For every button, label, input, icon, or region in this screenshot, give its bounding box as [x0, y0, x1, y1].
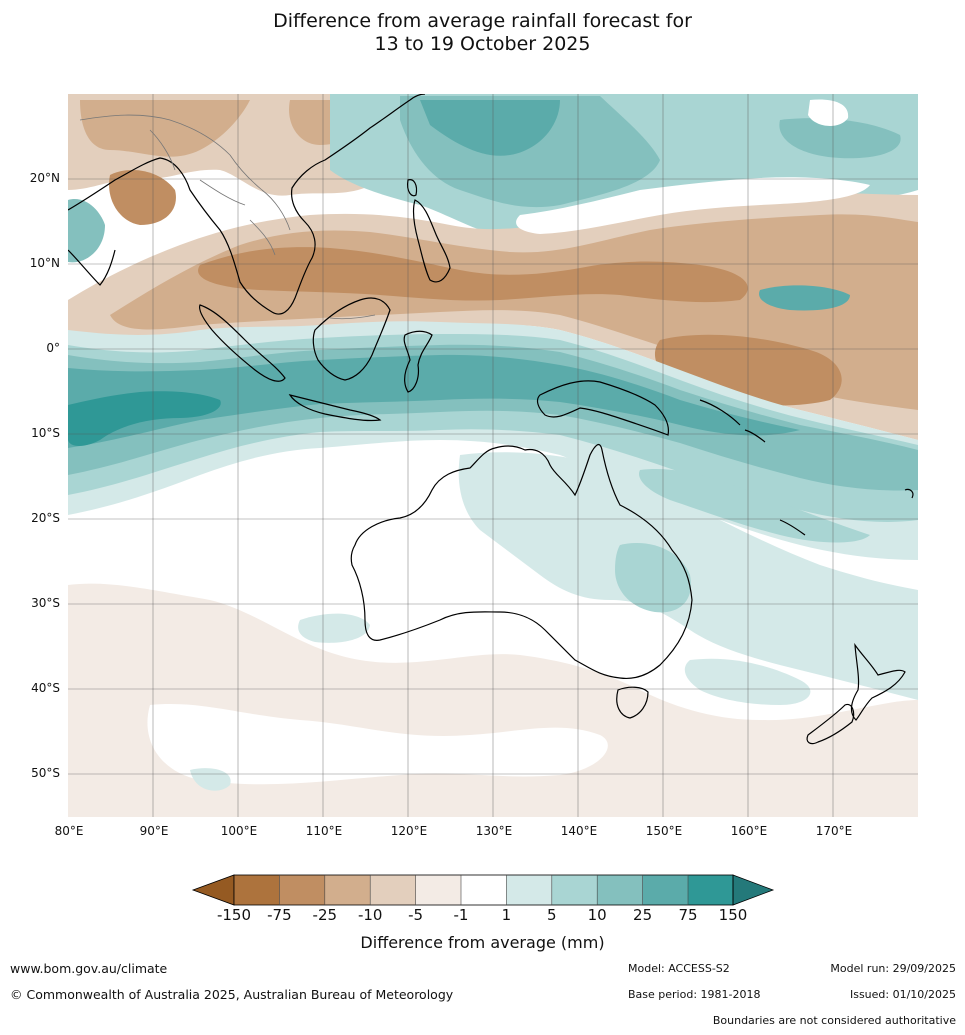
colorbar-tick-label: -25: [312, 906, 338, 924]
colorbar-tick-label: -5: [408, 906, 424, 924]
south-wet-max: [68, 391, 221, 446]
lon-label-100e: 100°E: [220, 824, 258, 838]
west-dry-core: [109, 170, 176, 225]
colorbar-outline: [233, 874, 734, 906]
colorbar-under-arrow: [191, 874, 235, 906]
colorbar-tick-label: 25: [633, 906, 653, 924]
taiwan-coast: [407, 179, 418, 197]
north-white-gap: [516, 177, 870, 234]
colorbar-title: Difference from average (mm): [360, 933, 605, 952]
lon-label-160e: 160°E: [730, 824, 768, 838]
colorbar-tick-label: 150: [718, 906, 748, 924]
border-lines: [79, 114, 376, 320]
colorbar-bin: [597, 875, 643, 905]
title-line-2: 13 to 19 October 2025: [374, 33, 591, 55]
lon-label-150e: 150°E: [645, 824, 683, 838]
lat-label-20s: 20°S: [31, 511, 60, 525]
website-link[interactable]: www.bom.gov.au/climate: [10, 961, 168, 976]
northeast-white: [808, 99, 849, 126]
colorbar-bin: [415, 875, 461, 905]
map-title: Difference from average rainfall forecas…: [0, 10, 965, 56]
lat-label-50s: 50°S: [31, 766, 60, 780]
colorbar-tick-label: -10: [357, 906, 383, 924]
lat-label-0: 0°: [46, 341, 60, 355]
colorbar-tick-label: -150: [216, 906, 252, 924]
sulawesi-coast: [403, 330, 433, 393]
new-guinea-coast: [536, 380, 670, 436]
lon-label-140e: 140°E: [560, 824, 598, 838]
colorbar: [191, 874, 775, 906]
colorbar-bin: [234, 875, 280, 905]
philippines-coast: [412, 199, 451, 283]
new-zealand-north: [850, 642, 906, 721]
boundaries-disclaimer: Boundaries are not considered authoritat…: [712, 1014, 956, 1027]
base-period: Base period: 1981-2018: [628, 988, 761, 1001]
colorbar-tick-label: 10: [587, 906, 607, 924]
south-wet-core: [68, 354, 800, 448]
lon-label-170e: 170°E: [815, 824, 853, 838]
north-top-dry-2: [80, 100, 250, 157]
sumatra-coast: [199, 304, 286, 382]
lat-label-20n: 20°N: [29, 171, 60, 185]
australia-coast: [350, 443, 693, 680]
lon-label-130e: 130°E: [475, 824, 513, 838]
colorbar-bin: [551, 875, 598, 905]
coral-sea-wet: [639, 469, 870, 543]
model-name: Model: ACCESS-S2: [628, 962, 730, 975]
title-line-1: Difference from average rainfall forecas…: [273, 10, 692, 32]
country-borders: [79, 114, 376, 320]
tasman-wet: [684, 658, 811, 705]
west-ocean-wet: [298, 613, 370, 643]
colorbar-over-arrow: [732, 874, 775, 906]
main-dry-band-core: [198, 247, 748, 303]
india-coast: [68, 249, 116, 286]
copyright-text: © Commonwealth of Australia 2025, Austra…: [10, 987, 454, 1002]
colorbar-bin: [370, 875, 416, 905]
north-wet-band-3: [420, 100, 560, 156]
colorbar-bin: [461, 875, 507, 905]
pacific-islands: [699, 399, 914, 536]
tasmania-coast: [616, 686, 649, 719]
colorbar-tick-label: 1: [501, 906, 512, 924]
lon-label-80e: 80°E: [54, 824, 84, 838]
lat-label-10n: 10°N: [29, 256, 60, 270]
new-zealand-south: [806, 703, 855, 745]
lat-label-10s: 10°S: [31, 426, 60, 440]
java-coast: [288, 394, 382, 422]
colorbar-tick-label: 5: [547, 906, 557, 924]
colorbar-bin: [642, 875, 688, 905]
australia-wet-core: [615, 543, 691, 613]
northwest-teal: [68, 199, 105, 263]
lat-label-30s: 30°S: [31, 596, 60, 610]
graticule: [68, 94, 918, 817]
lat-label-40s: 40°S: [31, 681, 60, 695]
model-run: Model run: 29/09/2025: [830, 962, 956, 975]
lon-label-90e: 90°E: [139, 824, 169, 838]
colorbar-bin: [324, 875, 371, 905]
borneo-coast: [312, 297, 391, 381]
asia-coast: [68, 94, 426, 315]
colorbar-bin: [506, 875, 552, 905]
colorbar-tick-label: 75: [678, 906, 698, 924]
northeast-wet: [779, 118, 901, 159]
colorbar-tick-label: -75: [267, 906, 292, 924]
lon-label-110e: 110°E: [305, 824, 343, 838]
east-wet-core: [759, 285, 850, 311]
issued-date: Issued: 01/10/2025: [849, 988, 956, 1001]
lon-label-120e: 120°E: [390, 824, 428, 838]
colorbar-bin: [279, 875, 325, 905]
colorbar-tick-label: -1: [453, 906, 469, 924]
colorbar-bin: [688, 875, 733, 905]
coastlines: [68, 94, 914, 745]
